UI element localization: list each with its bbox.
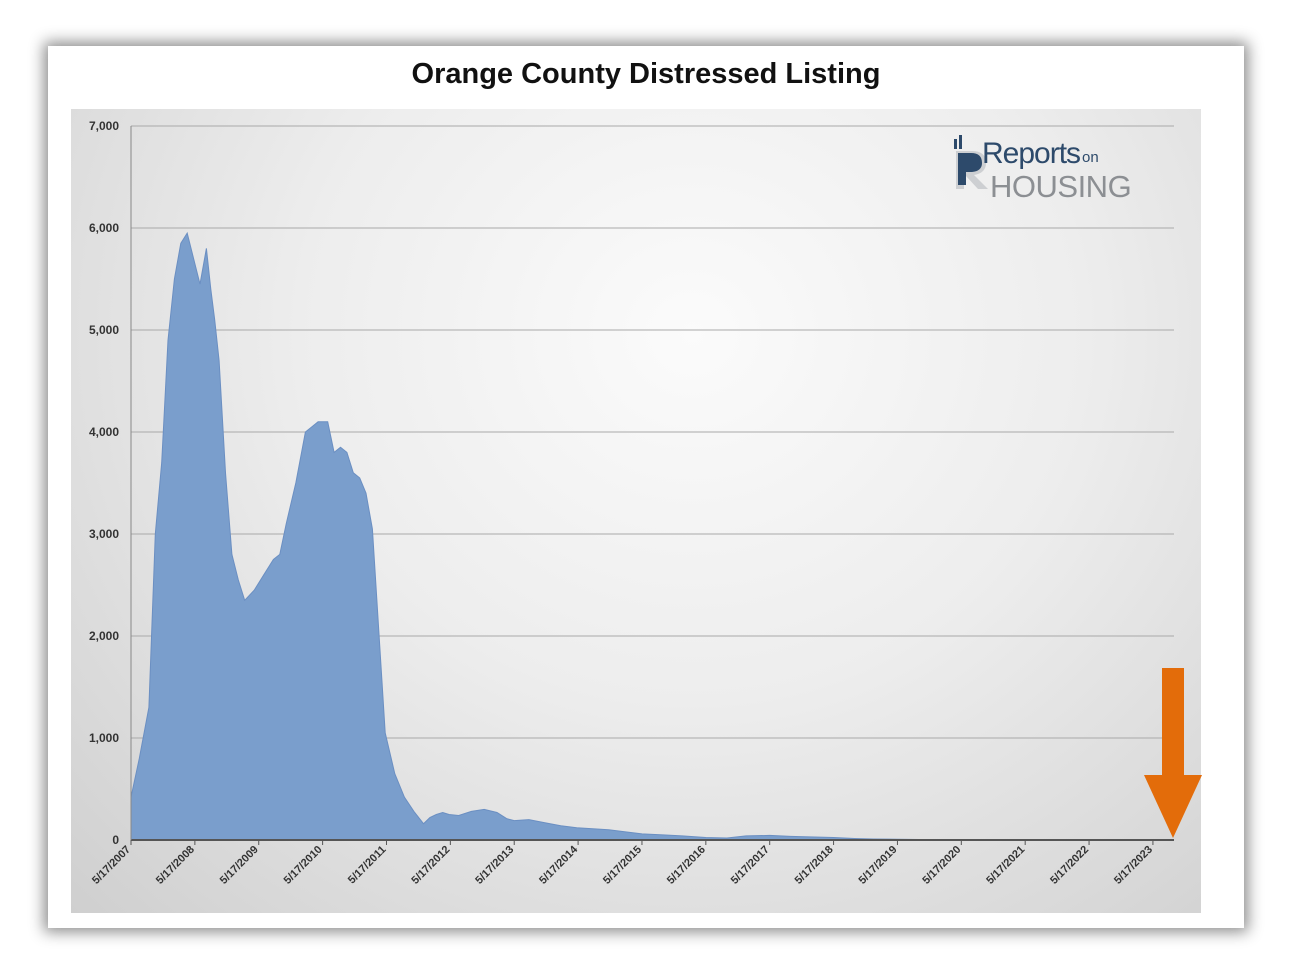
y-tick-label: 6,000 (89, 221, 119, 235)
y-tick-label: 1,000 (89, 731, 119, 745)
x-tick-label: 5/17/2020 (920, 844, 963, 887)
y-tick-label: 5,000 (89, 323, 119, 337)
x-tick-labels: 5/17/2007 5/17/2008 5/17/2009 5/17/2010 5/17… (90, 843, 1155, 887)
x-tick-label: 5/17/2013 (473, 844, 516, 887)
arrow-shaft (1162, 668, 1184, 786)
x-tick-label: 5/17/2017 (729, 844, 772, 887)
logo-text-housing: HOUSING (990, 169, 1132, 204)
x-tick-label: 5/17/2021 (984, 844, 1027, 887)
x-tick-label: 5/17/2015 (601, 844, 644, 887)
x-tick-label: 5/17/2014 (537, 843, 581, 887)
area-series (130, 231, 1154, 841)
x-tick-label: 5/17/2012 (409, 844, 452, 887)
x-tick-label: 5/17/2007 (90, 844, 133, 887)
y-tick-label: 3,000 (89, 527, 119, 541)
reports-on-housing-logo: Reports on HOUSING (952, 135, 1152, 205)
x-tick-label: 5/17/2008 (154, 844, 197, 887)
x-tick-label: 5/17/2022 (1048, 844, 1091, 887)
y-tick-label: 7,000 (89, 119, 119, 133)
x-tick-label: 5/17/2023 (1112, 844, 1155, 887)
down-arrow-annotation (1144, 668, 1202, 838)
logo-text-on: on (1082, 149, 1099, 166)
x-tick-label: 5/17/2011 (346, 844, 389, 887)
y-tick-labels: 0 1,000 2,000 3,000 4,000 5,000 6,000 7,000 (89, 119, 119, 847)
y-tick-label: 0 (112, 833, 119, 847)
area-fill (130, 231, 1154, 841)
logo-r-icon (954, 135, 988, 189)
logo-text-reports: Reports (982, 137, 1081, 170)
x-tick-label: 5/17/2018 (793, 844, 836, 887)
chart-title: Orange County Distressed Listing (411, 58, 881, 90)
x-tick-label: 5/17/2016 (665, 844, 708, 887)
arrow-head (1144, 775, 1202, 838)
y-tick-label: 4,000 (89, 425, 119, 439)
axes (130, 126, 1174, 845)
x-tick-label: 5/17/2010 (282, 844, 325, 887)
x-tick-label: 5/17/2019 (856, 844, 899, 887)
y-tick-label: 2,000 (89, 629, 119, 643)
x-tick-label: 5/17/2009 (218, 844, 261, 887)
